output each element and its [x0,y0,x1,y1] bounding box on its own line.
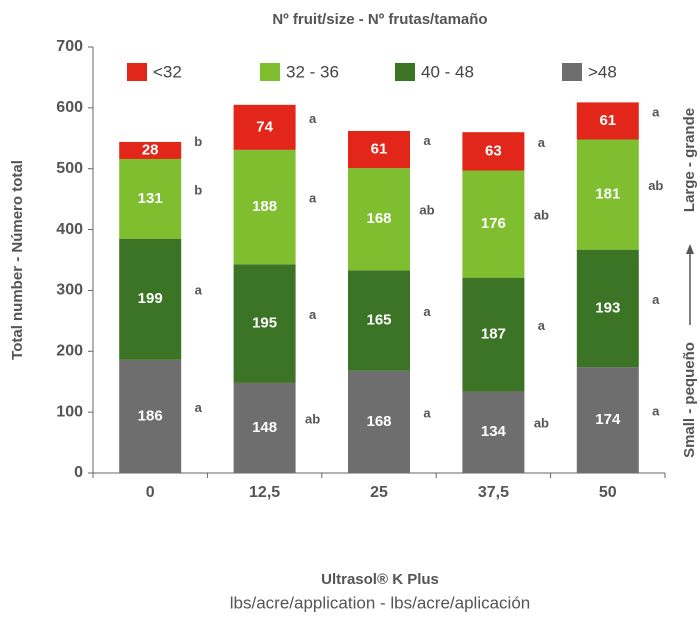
y-tick-label: 500 [56,160,83,177]
x-tick-label: 37,5 [478,484,509,501]
legend-swatch [395,63,415,81]
significance-letter: a [652,104,660,119]
significance-letter: a [652,292,660,307]
bar-segment [348,168,410,271]
bar-segment [119,359,182,473]
legend-label: 32 - 36 [286,62,339,81]
x-tick-label: 0 [146,484,155,501]
significance-letter: a [309,111,317,126]
legend-swatch [260,63,280,81]
bar-segment [462,391,525,473]
chart-title: Nº fruit/size - Nº frutas/tamaño [272,11,487,28]
value-label: 148 [252,419,277,436]
right-label-top: Large - grande [681,108,698,212]
significance-letter: a [423,304,431,319]
legend-label: <32 [153,62,182,81]
value-label: 187 [481,326,506,343]
value-label: 165 [366,312,391,329]
significance-letter: a [195,283,203,298]
y-tick-label: 600 [56,99,83,116]
y-tick-label: 0 [74,464,83,481]
value-label: 134 [481,423,507,440]
significance-letter: ab [305,411,320,426]
significance-letter: ab [419,203,434,218]
significance-letter: a [538,135,546,150]
bar-segment [576,139,639,250]
value-label: 176 [481,215,506,232]
value-label: 131 [138,190,163,207]
value-label: 168 [366,210,391,227]
significance-letter: a [309,190,317,205]
bar-segment [233,264,296,383]
y-tick-label: 300 [56,282,83,299]
significance-letter: a [652,403,660,418]
bar-segment [348,270,410,371]
bar-segment [119,238,182,360]
bar-segment [462,277,525,392]
bar-segment [462,170,525,278]
y-tick-label: 400 [56,221,83,238]
bar-segment [576,102,639,140]
value-label: 168 [366,413,391,430]
significance-letter: ab [534,416,549,431]
bar-segment [348,130,410,169]
value-label: 195 [252,315,277,332]
bar-segment [119,141,182,159]
bar-segment [233,382,296,473]
bar-segment [348,370,410,473]
legend-swatch [562,63,582,81]
significance-letter: a [423,405,431,420]
y-tick-label: 700 [56,38,83,55]
significance-letter: ab [534,208,549,223]
x-axis-sublabel: lbs/acre/application - lbs/acre/aplicaci… [230,593,531,612]
bar-segment [119,158,182,239]
value-label: 61 [599,112,616,129]
bar-segment [462,132,525,171]
value-label: 63 [485,142,502,159]
legend-label: 40 - 48 [421,62,474,81]
y-tick-label: 200 [56,343,83,360]
value-label: 61 [371,141,388,158]
value-label: 181 [595,186,620,203]
significance-letter: b [194,134,202,149]
value-label: 186 [138,407,163,424]
bar-segment [233,104,296,150]
x-tick-label: 12,5 [249,484,280,501]
significance-letter: a [195,400,203,415]
x-axis-label: Ultrasol® K Plus [321,571,439,588]
legend-label: >48 [588,62,617,81]
bar-segment [576,249,639,368]
value-label: 188 [252,198,277,215]
significance-letter: ab [648,178,663,193]
value-label: 199 [138,290,163,307]
significance-letter: a [423,133,431,148]
bar-segment [576,367,639,473]
value-label: 74 [256,118,273,135]
x-tick-label: 25 [370,484,388,501]
bar-segment [233,149,296,265]
value-label: 28 [142,141,159,158]
arrow-head [686,244,694,254]
y-axis-label: Total number - Número total [9,160,26,360]
y-tick-label: 100 [56,403,83,420]
right-label-bottom: Small - pequeño [681,342,698,458]
value-label: 193 [595,299,620,316]
x-tick-label: 50 [599,484,617,501]
significance-letter: a [309,307,317,322]
significance-letter: b [194,182,202,197]
legend-swatch [127,63,147,81]
significance-letter: a [538,318,546,333]
value-label: 174 [595,411,621,428]
